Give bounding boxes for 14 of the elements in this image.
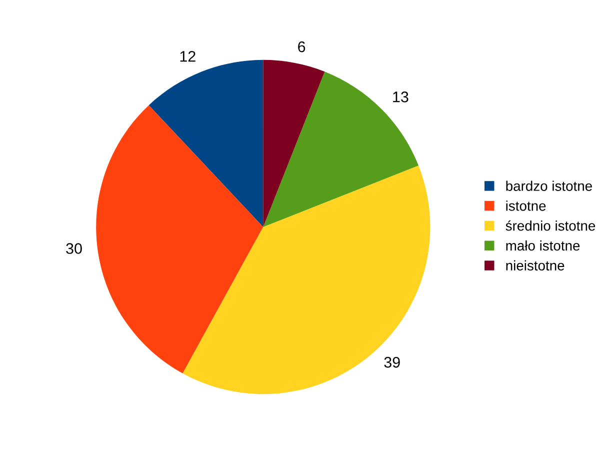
data-label: 30: [66, 243, 82, 254]
pie-slice: [96, 105, 264, 374]
pie-slice: [263, 60, 325, 227]
legend-label: bardzo istotne: [506, 180, 592, 191]
legend-label: nieistotne: [506, 260, 564, 271]
data-label: 39: [384, 356, 400, 368]
data-label: 12: [180, 50, 196, 62]
legend-label: średnio istotne: [506, 220, 596, 231]
data-label: 6: [298, 41, 306, 52]
legend-label: istotne: [506, 200, 546, 211]
legend-label: mało istotne: [506, 240, 580, 251]
pie-slice: [263, 72, 419, 227]
data-label: 13: [393, 92, 408, 102]
pie-slice: [182, 165, 430, 394]
